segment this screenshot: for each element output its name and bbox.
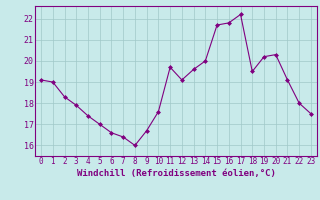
X-axis label: Windchill (Refroidissement éolien,°C): Windchill (Refroidissement éolien,°C): [76, 169, 276, 178]
